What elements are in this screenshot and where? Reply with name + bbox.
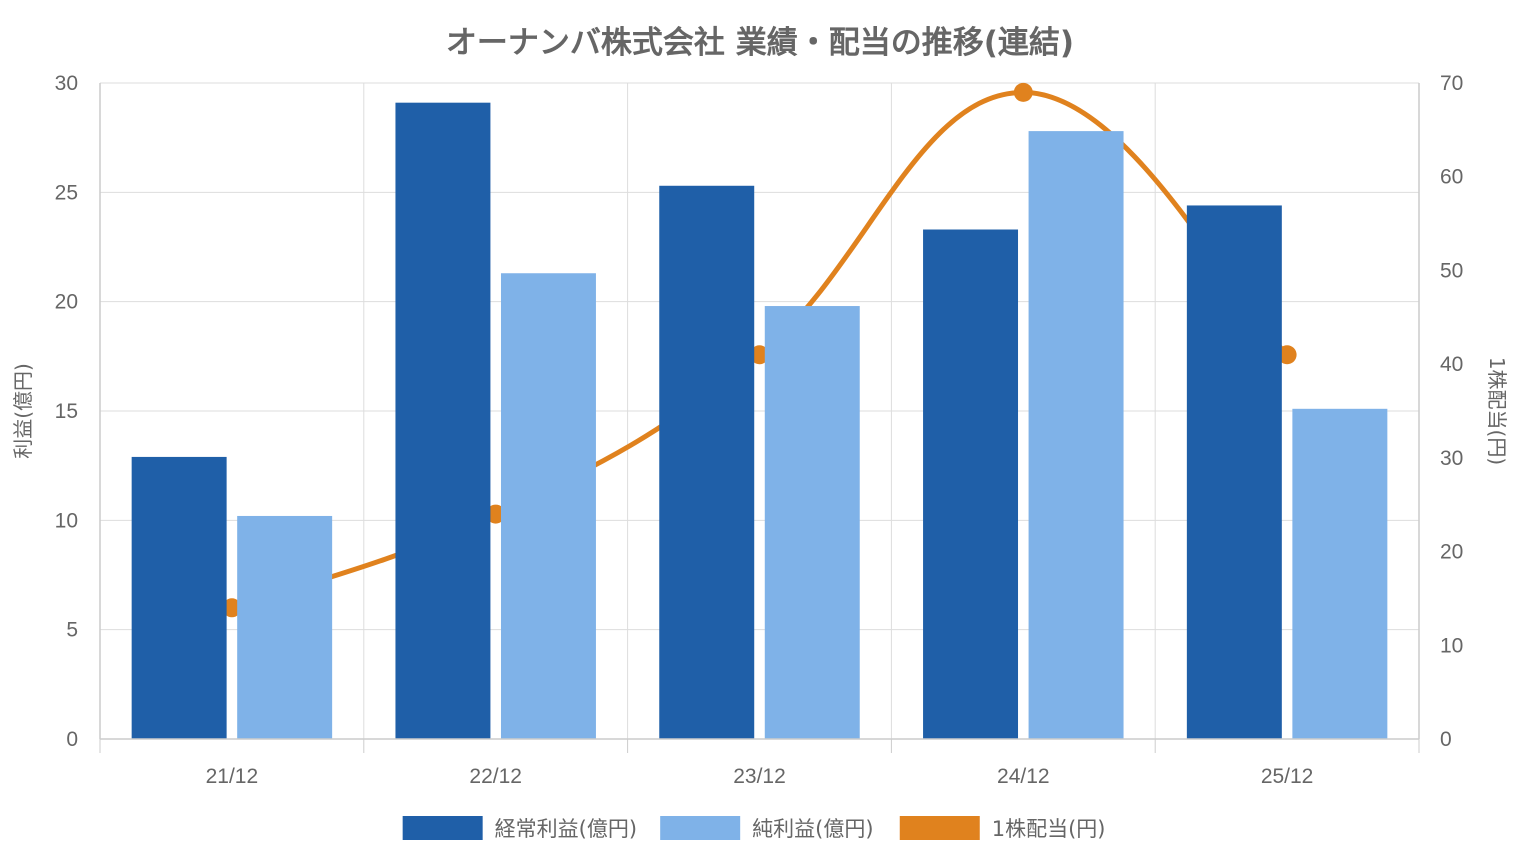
- y-axis-title: 利益(億円): [11, 363, 35, 459]
- legend-swatch: [899, 816, 980, 840]
- bar: [131, 456, 227, 739]
- y-tick-label: 25: [55, 181, 78, 204]
- y2-tick-label: 70: [1440, 72, 1463, 95]
- line-layer: [222, 82, 1297, 618]
- legend-label: 1株配当(円): [992, 817, 1106, 841]
- y2-tick-label: 40: [1440, 353, 1463, 376]
- x-tick-label: 23/12: [733, 765, 786, 788]
- y2-tick-label: 50: [1440, 259, 1463, 282]
- y-tick-label: 10: [55, 509, 78, 532]
- line-point: [750, 345, 769, 365]
- x-tick-label: 21/12: [206, 765, 259, 788]
- bar: [923, 229, 1019, 740]
- bar: [659, 185, 755, 740]
- y2-tick-label: 20: [1440, 541, 1463, 564]
- bars: [131, 102, 1388, 740]
- bar: [1028, 131, 1124, 739]
- bar: [237, 515, 333, 739]
- y-tick-label: 15: [55, 400, 78, 423]
- legend-label: 純利益(億円): [752, 817, 873, 841]
- y2-axis-title: 1株配当(円): [1485, 357, 1509, 465]
- line-point: [1277, 345, 1297, 365]
- bar: [500, 273, 596, 739]
- y-tick-label: 20: [55, 291, 78, 314]
- legend-label: 経常利益(億円): [495, 817, 637, 841]
- y2-tick-label: 10: [1440, 634, 1463, 657]
- legend-item: 純利益(億円): [660, 816, 874, 841]
- y2-tick-label: 0: [1440, 728, 1452, 751]
- line-point: [1013, 82, 1033, 102]
- chart-title: オーナンバ株式会社 業績・配当の推移(連結): [446, 25, 1074, 61]
- y2-tick-label: 60: [1440, 166, 1463, 189]
- line-point: [486, 504, 506, 524]
- axes: 0 5 10 15 20 25 30 0 10 20 30 40 50 60 70 21/12 22/12 23/…: [55, 72, 1464, 788]
- legend-item: 経常利益(億円): [402, 816, 637, 841]
- legend-swatch: [660, 816, 741, 840]
- y2-tick-label: 30: [1440, 447, 1463, 470]
- x-tick-label: 24/12: [997, 765, 1050, 788]
- line-point: [222, 598, 242, 618]
- bar: [1186, 205, 1282, 739]
- x-tick-label: 25/12: [1261, 765, 1314, 788]
- x-tick-label: 22/12: [469, 765, 522, 788]
- y-tick-label: 0: [66, 728, 78, 751]
- legend: 経常利益(億円) 純利益(億円) 1株配当(円): [402, 816, 1106, 841]
- y-tick-label: 30: [55, 72, 78, 95]
- bar: [764, 306, 860, 739]
- legend-swatch: [402, 816, 483, 840]
- y-tick-label: 5: [66, 619, 78, 642]
- bar: [395, 102, 491, 740]
- bar: [1292, 408, 1388, 739]
- legend-item: 1株配当(円): [899, 816, 1106, 841]
